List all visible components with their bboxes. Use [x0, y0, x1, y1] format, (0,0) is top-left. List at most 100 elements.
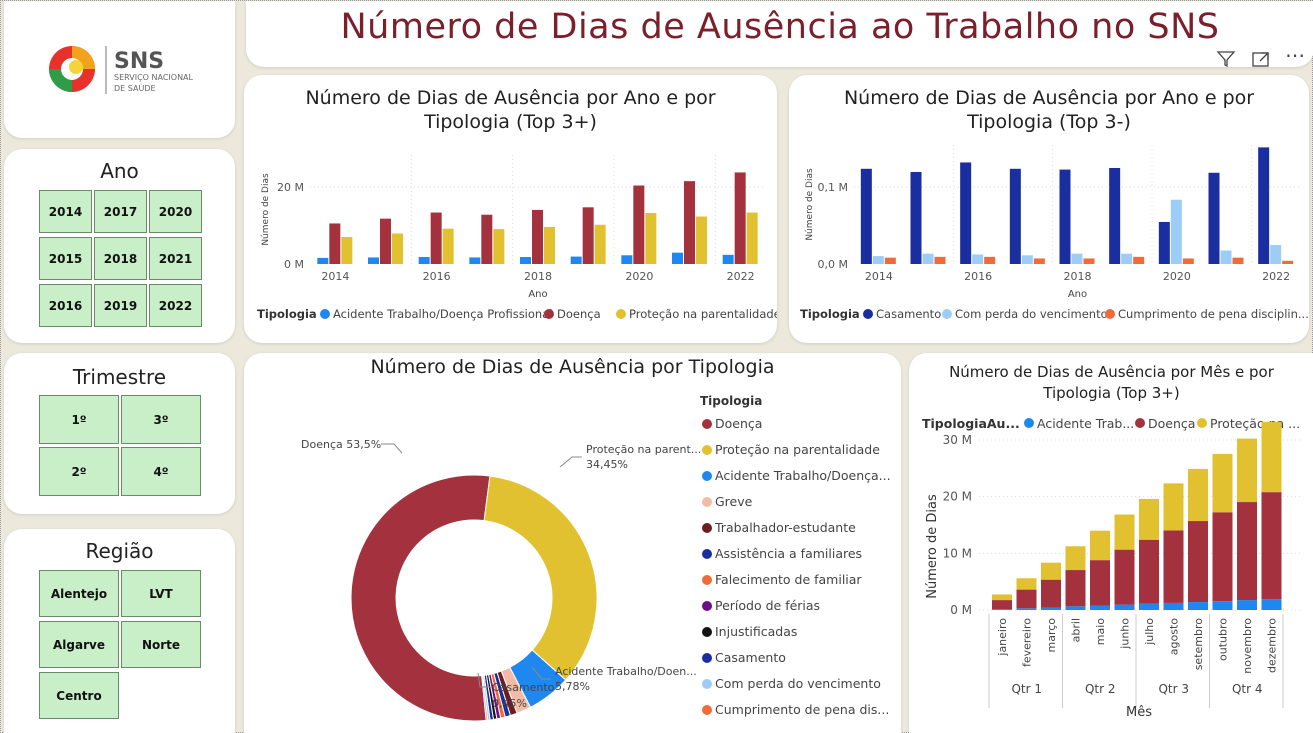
donut-label-protecao-pct: 34,45% — [586, 458, 628, 471]
slicer-regiao: Região Alentejo LVT Algarve Norte Centro — [4, 529, 235, 733]
slicer-ano-2014[interactable]: 2014 — [39, 190, 92, 233]
slicer-trimestre-1[interactable]: 1º — [39, 395, 119, 444]
x-tick-label: 2014 — [321, 270, 349, 283]
x-tick-label: 2020 — [625, 270, 653, 283]
legend-title: TipologiaAu... — [922, 416, 1020, 431]
slicer-regiao-algarve[interactable]: Algarve — [39, 621, 119, 668]
slicer-regiao-centro[interactable]: Centro — [39, 672, 119, 719]
slicer-trimestre: Trimestre 1º 3º 2º 4º — [4, 353, 235, 514]
stacked-bar-segment — [1139, 603, 1159, 610]
stacked-bar-segment — [1212, 601, 1233, 610]
y-tick-label: 0 M — [950, 603, 972, 617]
stacked-bar-segment — [1114, 604, 1135, 610]
bar — [922, 253, 934, 264]
slicer-trimestre-4[interactable]: 4º — [121, 447, 201, 496]
bar — [1182, 258, 1194, 264]
stacked-bar-segment — [1261, 492, 1282, 600]
slicer-regiao-lvt[interactable]: LVT — [121, 570, 201, 617]
stacked-bar-segment — [1139, 498, 1159, 540]
x-tick-label: julho — [1143, 618, 1156, 646]
legend-marker — [702, 705, 712, 715]
x-tick-label: fevereiro — [1021, 618, 1034, 667]
bar — [469, 257, 481, 264]
bar — [1133, 256, 1145, 264]
slicer-trimestre-2[interactable]: 3º — [121, 395, 201, 444]
stacked-bar-segment — [1114, 549, 1135, 605]
legend-item: Assistência a familiares — [715, 546, 862, 561]
legend-item: Acidente Trabalho/Doença Profissional — [333, 307, 552, 321]
legend-title: Tipologia — [700, 394, 762, 408]
chart1-plot: 20 M 0 M 2014 2016 2018 2020 2022 Ano Número de … — [257, 155, 777, 321]
slicer-ano-2016[interactable]: 2016 — [39, 284, 92, 327]
y-axis-label: Número de Dias — [261, 173, 271, 246]
legend-item: Falecimento de familiar — [715, 572, 862, 587]
slicer-regiao-alentejo[interactable]: Alentejo — [39, 570, 119, 617]
x-tick-label: 2016 — [964, 270, 992, 283]
donut-slice — [350, 474, 491, 722]
bar — [1208, 172, 1220, 264]
stacked-bar-segment — [992, 594, 1012, 601]
legend-marker — [544, 309, 554, 319]
bar — [570, 256, 582, 264]
legend-marker — [702, 445, 712, 455]
bar — [392, 233, 403, 264]
bar — [633, 185, 645, 264]
x-tick-label: 2014 — [865, 270, 893, 283]
legend-marker — [942, 309, 952, 319]
legend-item: Casamento — [715, 650, 786, 665]
slicer-ano-2015[interactable]: 2015 — [39, 237, 92, 280]
filter-icon[interactable] — [1216, 49, 1236, 73]
bar — [1270, 244, 1282, 264]
bar — [418, 257, 430, 264]
quarter-label: Qtr 1 — [1011, 682, 1042, 696]
chart-ano-top3-minus: Número de Dias de Ausência por Ano e por… — [789, 75, 1309, 343]
bar — [1083, 258, 1095, 264]
legend-title: Tipologia — [800, 307, 860, 321]
legend-item: Com perda do vencimento — [955, 307, 1108, 321]
bar — [520, 257, 531, 264]
slicer-regiao-norte[interactable]: Norte — [121, 621, 201, 668]
stacked-bar-segment — [1237, 502, 1257, 601]
slicer-ano-2022[interactable]: 2022 — [149, 284, 202, 327]
leader-line — [477, 672, 490, 688]
stacked-bar-segment — [1065, 546, 1086, 571]
slicer-trimestre-3[interactable]: 2º — [39, 447, 119, 496]
chart2-title-line2: Tipologia (Top 3-) — [967, 111, 1131, 133]
chart4-plot: TipologiaAu... Acidente Trab... Doença Prot… — [922, 416, 1301, 720]
focus-mode-icon[interactable] — [1251, 49, 1271, 73]
slicer-ano-2020[interactable]: 2020 — [149, 190, 202, 233]
slicer-ano-2017[interactable]: 2017 — [94, 190, 147, 233]
bar — [672, 252, 683, 264]
stacked-bar-segment — [1016, 608, 1037, 610]
legend-marker — [1024, 418, 1034, 428]
legend-item: Cumprimento de pena dis... — [715, 702, 889, 717]
bar — [1220, 250, 1232, 264]
legend-item: Com perda do vencimento — [715, 676, 881, 691]
stacked-bar-segment — [992, 609, 1012, 610]
stacked-bar-segment — [1090, 560, 1110, 606]
slicer-ano: Ano 2014 2017 2020 2015 2018 2021 2016 2019 2022 — [4, 149, 235, 343]
bar — [1071, 253, 1083, 264]
bar — [544, 226, 555, 264]
bar — [934, 256, 946, 264]
more-options-icon[interactable]: ⋯ — [1285, 43, 1305, 67]
x-tick-label: novembro — [1241, 618, 1254, 674]
slicer-ano-2021[interactable]: 2021 — [149, 237, 202, 280]
x-tick-label: maio — [1094, 618, 1107, 646]
slicer-ano-2018[interactable]: 2018 — [94, 237, 147, 280]
stacked-bar-segment — [992, 600, 1012, 610]
legend-marker — [702, 601, 712, 611]
legend-item: Acidente Trabalho/Doença... — [715, 468, 891, 483]
logo-sub-text-1: SERVIÇO NACIONAL — [114, 73, 194, 82]
legend-item: Acidente Trab... — [1037, 416, 1134, 431]
bar — [910, 171, 922, 264]
stacked-bar-segment — [1212, 512, 1233, 602]
slicer-ano-2019[interactable]: 2019 — [94, 284, 147, 327]
legend-item: Doença — [1148, 416, 1195, 431]
bar — [481, 214, 493, 264]
stacked-bar-segment — [1090, 605, 1110, 610]
donut-slice — [483, 475, 598, 681]
sns-logo: SNS SERVIÇO NACIONAL DE SAÚDE — [49, 46, 194, 94]
bar — [746, 212, 758, 264]
legend-marker — [702, 471, 712, 481]
